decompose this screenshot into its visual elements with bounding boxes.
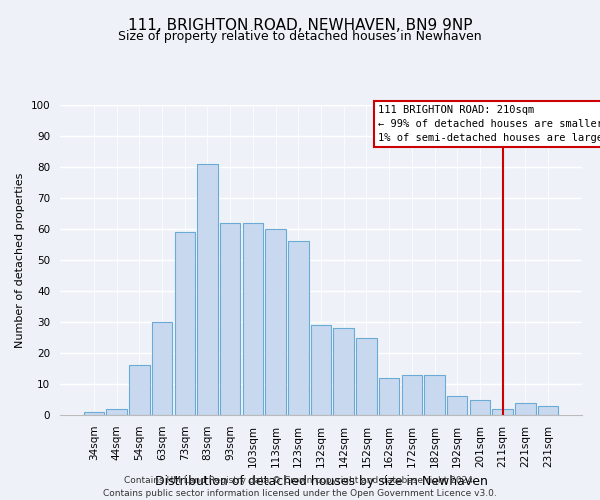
Bar (220, 223, 241, 415)
Text: Size of property relative to detached houses in Newhaven: Size of property relative to detached ho… (118, 30, 482, 43)
Bar (152, 322, 172, 415)
Bar (379, 378, 400, 415)
Text: 111, BRIGHTON ROAD, NEWHAVEN, BN9 9NP: 111, BRIGHTON ROAD, NEWHAVEN, BN9 9NP (128, 18, 472, 32)
Bar (265, 229, 286, 415)
Bar (84, 412, 104, 415)
Bar (334, 328, 354, 415)
Bar (311, 325, 331, 415)
Bar (447, 396, 467, 415)
Bar (288, 242, 308, 415)
Bar (470, 400, 490, 415)
Bar (515, 402, 536, 415)
Bar (175, 232, 195, 415)
Bar (242, 223, 263, 415)
Bar (129, 366, 149, 415)
Bar (401, 374, 422, 415)
Text: 111 BRIGHTON ROAD: 210sqm
← 99% of detached houses are smaller (496)
1% of semi-: 111 BRIGHTON ROAD: 210sqm ← 99% of detac… (379, 105, 600, 143)
Bar (197, 164, 218, 415)
Y-axis label: Number of detached properties: Number of detached properties (15, 172, 25, 348)
Bar (106, 409, 127, 415)
Bar (538, 406, 558, 415)
X-axis label: Distribution of detached houses by size in Newhaven: Distribution of detached houses by size … (155, 475, 487, 488)
Bar (424, 374, 445, 415)
Text: Contains HM Land Registry data © Crown copyright and database right 2024.
Contai: Contains HM Land Registry data © Crown c… (103, 476, 497, 498)
Bar (356, 338, 377, 415)
Bar (493, 409, 513, 415)
